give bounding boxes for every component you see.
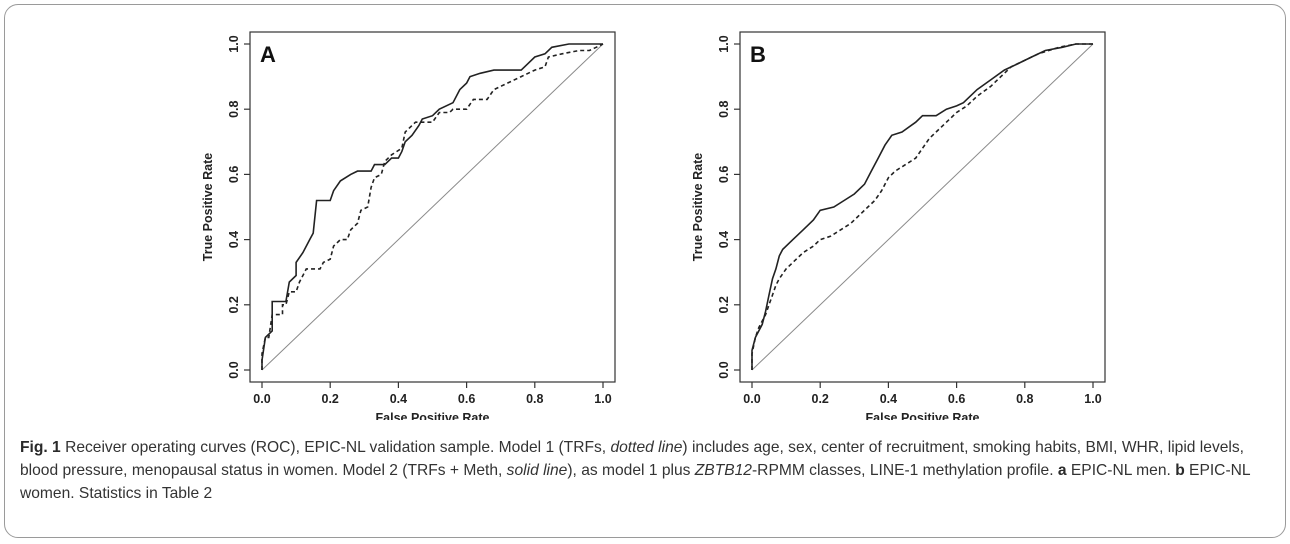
panel-a-x-tick-label: 0.6 bbox=[458, 392, 475, 406]
panel-b-x-tick-label: 1.0 bbox=[1084, 392, 1101, 406]
caption-fig-label: Fig. 1 bbox=[20, 439, 61, 456]
caption-a-text: EPIC-NL men. bbox=[1066, 462, 1176, 479]
panel-a-y-tick-label: 0.2 bbox=[227, 296, 241, 313]
panel-a-dotted-roc-curve bbox=[261, 43, 604, 370]
caption-solid-line: solid line bbox=[506, 462, 568, 479]
panel-b-x-tick-label: 0.0 bbox=[743, 392, 760, 406]
panel-a-x-tick-label: 0.0 bbox=[253, 392, 270, 406]
caption-gene: ZBTB12 bbox=[694, 462, 752, 479]
panel-a-plot-box bbox=[249, 31, 616, 383]
panel-b-dotted-roc-curve bbox=[751, 43, 1093, 370]
panel-b-y-tick-label: 1.0 bbox=[717, 35, 731, 52]
panel-b-y-tick-label: 0.8 bbox=[717, 100, 731, 117]
panel-a-y-axis-label: True Positive Rate bbox=[201, 153, 215, 261]
panel-a-y-tick-label: 0.6 bbox=[227, 166, 241, 183]
panel-a-y-tick-label: 0.8 bbox=[227, 100, 241, 117]
panel-b-y-axis-label: True Positive Rate bbox=[691, 153, 705, 261]
panel-b-y-tick-label: 0.0 bbox=[717, 361, 731, 378]
panel-b-x-tick-label: 0.2 bbox=[812, 392, 829, 406]
caption-text-1: Receiver operating curves (ROC), EPIC-NL… bbox=[60, 439, 611, 456]
panel-a-x-tick-label: 0.2 bbox=[322, 392, 339, 406]
panel-a-x-tick-label: 0.8 bbox=[526, 392, 543, 406]
panel-b-x-tick-label: 0.6 bbox=[948, 392, 965, 406]
caption-text-4: -RPMM classes, LINE-1 methylation profil… bbox=[751, 462, 1058, 479]
caption-a-label: a bbox=[1057, 462, 1067, 479]
panel-a-x-tick-label: 0.4 bbox=[390, 392, 407, 406]
caption-text-3: ), as model 1 plus bbox=[567, 462, 695, 479]
panel-a-reference-diagonal bbox=[261, 43, 604, 371]
panel-a-letter: A bbox=[260, 42, 276, 67]
panel-a-y-tick-label: 1.0 bbox=[227, 35, 241, 52]
caption-text-2: ) includes age, sex, center of recruitme… bbox=[20, 439, 1245, 479]
panel-a-x-axis-label: False Positive Rate bbox=[376, 411, 490, 420]
panel-b-plot-box bbox=[739, 31, 1106, 383]
caption-b-text: EPIC-NL women. Statistics in Table 2 bbox=[20, 462, 1250, 502]
panel-b-y-tick-label: 0.2 bbox=[717, 296, 731, 313]
panel-b-x-tick-label: 0.4 bbox=[880, 392, 897, 406]
caption-b-label: b bbox=[1175, 462, 1185, 479]
panel-b-letter: B bbox=[750, 42, 766, 67]
panel-b-reference-diagonal bbox=[751, 43, 1094, 371]
panel-a-y-tick-label: 0.0 bbox=[227, 361, 241, 378]
panel-b-x-tick-label: 0.8 bbox=[1016, 392, 1033, 406]
panel-a-solid-roc-curve bbox=[261, 43, 603, 370]
caption-dotted-line: dotted line bbox=[610, 439, 683, 456]
panel-b-solid-roc-curve bbox=[751, 43, 1093, 370]
panel-a-y-tick-label: 0.4 bbox=[227, 231, 241, 248]
figure-caption: Fig. 1 Receiver operating curves (ROC), … bbox=[20, 436, 1260, 505]
figure-frame bbox=[4, 4, 1286, 538]
panel-b-y-tick-label: 0.4 bbox=[717, 231, 731, 248]
roc-panel-a: 0.0 0.2 0.4 0.6 0.8 1.0 0.0 0.2 0.4 0.6 0.8 1.0 Fals… bbox=[201, 31, 616, 420]
panel-a-x-tick-label: 1.0 bbox=[594, 392, 611, 406]
roc-panel-b: 0.0 0.2 0.4 0.6 0.8 1.0 0.0 0.2 0.4 0.6 0.8 1.0 Fals… bbox=[691, 31, 1106, 420]
panel-b-x-axis-label: False Positive Rate bbox=[866, 411, 980, 420]
panel-b-y-tick-label: 0.6 bbox=[717, 166, 731, 183]
